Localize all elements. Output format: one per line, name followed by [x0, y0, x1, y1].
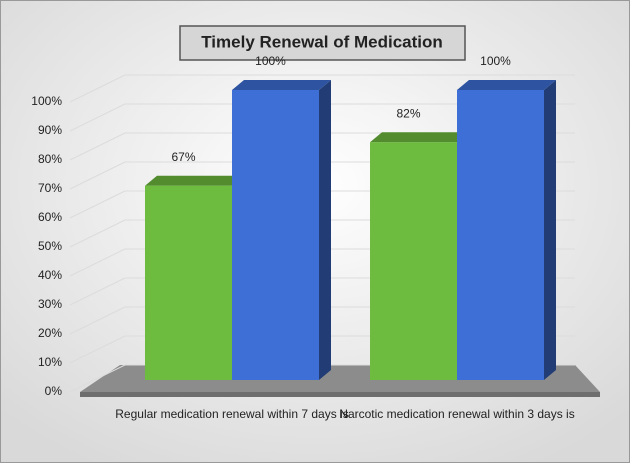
- value-label: 67%: [171, 150, 195, 164]
- x-tick-label: Regular medication renewal within 7 days…: [115, 407, 349, 421]
- grid-line: [69, 190, 126, 219]
- bar: [370, 142, 457, 380]
- grid-line: [69, 364, 126, 393]
- bar: [457, 90, 544, 380]
- value-label: 100%: [480, 54, 511, 68]
- bar-side: [544, 80, 556, 380]
- y-tick-label: 80%: [38, 152, 62, 166]
- y-tick-label: 100%: [31, 94, 62, 108]
- y-tick-label: 40%: [38, 268, 62, 282]
- chart-title: Timely Renewal of Medication: [201, 32, 443, 51]
- grid-line: [69, 248, 126, 277]
- grid-line: [69, 335, 126, 364]
- grid-line: [69, 306, 126, 335]
- x-tick-label: Narcotic medication renewal within 3 day…: [339, 407, 575, 421]
- y-tick-label: 70%: [38, 181, 62, 195]
- bar-side: [319, 80, 331, 380]
- floor-edge: [80, 392, 600, 397]
- grid-line: [69, 132, 126, 161]
- bar-top: [145, 175, 244, 186]
- value-label: 82%: [396, 106, 420, 120]
- title-box: [179, 25, 466, 61]
- y-tick-label: 90%: [38, 123, 62, 137]
- bar-top: [457, 80, 556, 90]
- bar-top: [232, 80, 331, 90]
- y-tick-label: 30%: [38, 297, 62, 311]
- bar: [145, 185, 232, 380]
- y-tick-label: 20%: [38, 326, 62, 340]
- grid-line: [69, 219, 126, 248]
- y-tick-label: 50%: [38, 239, 62, 253]
- grid-line: [69, 161, 126, 190]
- y-tick-label: 0%: [45, 384, 63, 398]
- grid-line: [69, 277, 126, 306]
- bar: [232, 90, 319, 380]
- y-tick-label: 60%: [38, 210, 62, 224]
- bar-top: [370, 132, 469, 143]
- grid-line: [69, 103, 126, 132]
- y-tick-label: 10%: [38, 355, 62, 369]
- value-label: 100%: [255, 54, 286, 68]
- grid-line: [69, 74, 126, 103]
